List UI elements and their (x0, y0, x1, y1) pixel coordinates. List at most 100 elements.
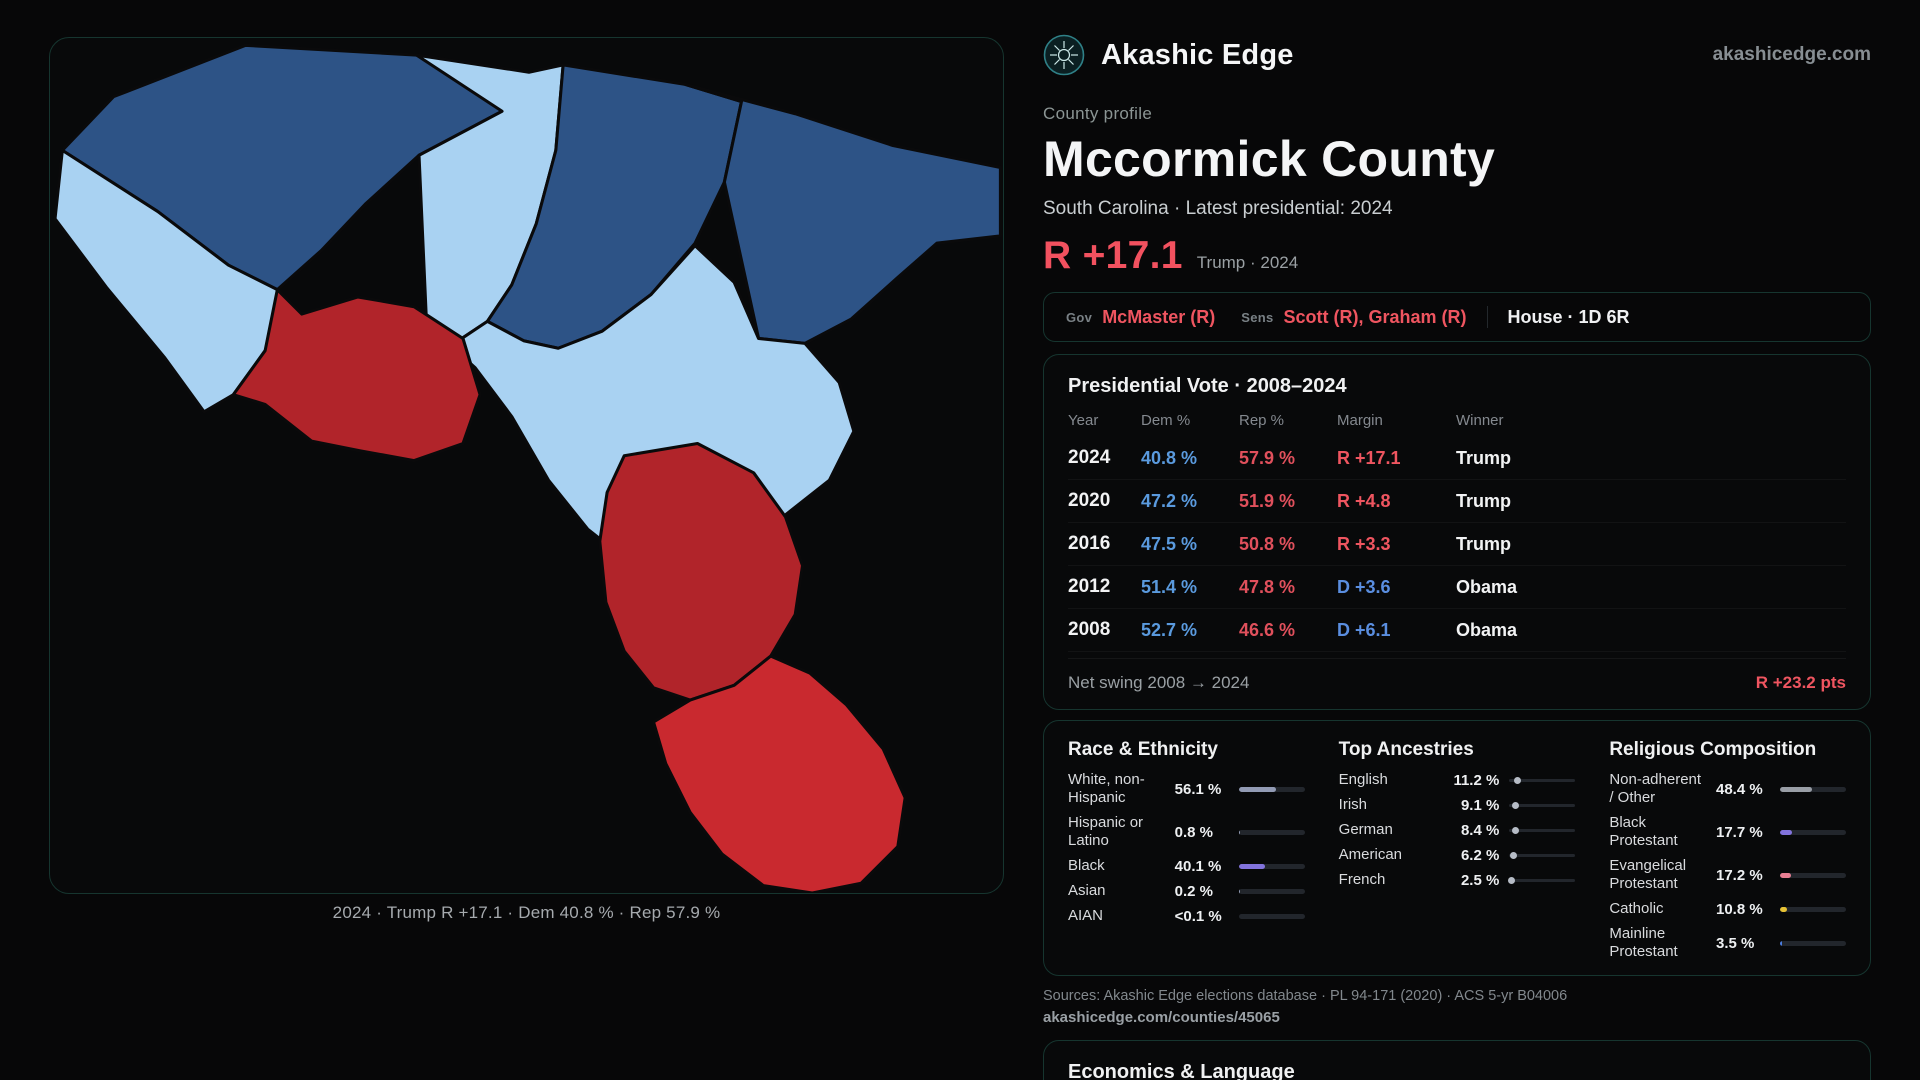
stat-row: Catholic 10.8 % (1609, 900, 1846, 918)
cell-year: 2024 (1068, 447, 1111, 468)
stat-value: 0.2 % (1174, 882, 1214, 900)
cell-rep-pct: 46.6 % (1239, 619, 1296, 640)
cell-winner: Trump (1456, 490, 1512, 511)
page-eyebrow: County profile (1043, 104, 1153, 123)
cell-margin: D +3.6 (1337, 576, 1391, 597)
brand-name: Akashic Edge (1101, 38, 1294, 71)
cell-dem-pct: 40.8 % (1141, 447, 1198, 468)
demographics-panel: Race & Ethnicity White, non-Hispanic 56.… (1043, 720, 1871, 976)
cell-margin: R +17.1 (1337, 447, 1401, 468)
stat-bar (1780, 829, 1846, 835)
site-domain-link[interactable]: akashicedge.com (1712, 44, 1871, 65)
cell-winner: Trump (1456, 447, 1512, 468)
stat-label: American (1338, 846, 1403, 863)
column-header: Dem % (1141, 412, 1191, 429)
stat-value: 17.2 % (1716, 866, 1763, 884)
economics-language-title: Economics & Language (1068, 1061, 1295, 1080)
stat-row: Irish 9.1 % (1339, 796, 1576, 814)
cell-year: 2016 (1068, 533, 1111, 554)
stat-row: English 11.2 % (1339, 771, 1576, 789)
column-header: Margin (1337, 412, 1383, 429)
stat-dot-track (1509, 776, 1576, 784)
stat-row: Asian 0.2 % (1068, 882, 1305, 900)
economics-language-panel: Economics & Language (1043, 1040, 1871, 1080)
officials-bar: Gov McMaster (R) Sens Scott (R), Graham … (1043, 292, 1871, 342)
stat-label: AIAN (1068, 907, 1104, 924)
religion-title: Religious Composition (1609, 739, 1817, 760)
stat-label: Irish (1338, 796, 1367, 813)
stat-bar (1780, 872, 1846, 878)
cell-dem-pct: 52.7 % (1141, 619, 1198, 640)
stat-value: 6.2 % (1460, 846, 1500, 864)
stat-value: 11.2 % (1453, 771, 1500, 789)
stat-dot-track (1507, 876, 1576, 884)
stat-label: German (1338, 821, 1393, 838)
cell-winner: Obama (1456, 619, 1518, 640)
county-map-panel (49, 37, 1004, 894)
site-header: Akashic Edge akashicedge.com (1043, 34, 1871, 76)
table-row: 2024 40.8 % 57.9 % R +17.1 Trump (1068, 437, 1846, 480)
cell-dem-pct: 47.2 % (1141, 490, 1198, 511)
stat-row: French 2.5 % (1339, 871, 1576, 889)
stat-value: 2.5 % (1460, 871, 1500, 889)
stat-label: Non-adherent / Other (1609, 771, 1702, 806)
cell-rep-pct: 47.8 % (1239, 576, 1296, 597)
stat-value: 10.8 % (1716, 900, 1763, 918)
stat-row: Black Protestant 17.7 % (1609, 814, 1846, 850)
table-row: 2012 51.4 % 47.8 % D +3.6 Obama (1068, 566, 1846, 609)
sources-block: Sources: Akashic Edge elections database… (1043, 988, 1871, 1026)
stat-bar (1238, 786, 1305, 792)
presidential-vote-panel: Presidential Vote · 2008–2024 Year Dem %… (1043, 354, 1871, 710)
column-header: Winner (1456, 412, 1504, 429)
profile-column: Akashic Edge akashicedge.com County prof… (1043, 0, 1871, 1080)
headline-margin-context: Trump · 2024 (1196, 253, 1299, 272)
canonical-url[interactable]: akashicedge.com/counties/45065 (1043, 1009, 1280, 1026)
stat-dot-track (1509, 801, 1576, 809)
county-shape[interactable] (683, 82, 1002, 345)
senators-value: Scott (R), Graham (R) (1283, 306, 1467, 327)
cell-winner: Trump (1456, 533, 1512, 554)
governor-label: Gov (1066, 309, 1093, 325)
race-ethnicity-title: Race & Ethnicity (1068, 739, 1218, 760)
county-shape[interactable] (652, 654, 907, 893)
stat-label: Black Protestant (1609, 814, 1678, 849)
stat-bar (1238, 863, 1305, 869)
stat-value: 40.1 % (1174, 857, 1222, 875)
cell-winner: Obama (1456, 576, 1518, 597)
stat-row: Black 40.1 % (1068, 857, 1305, 875)
stat-row: Evangelical Protestant 17.2 % (1609, 857, 1846, 893)
cell-dem-pct: 47.5 % (1141, 533, 1198, 554)
cell-rep-pct: 57.9 % (1239, 447, 1296, 468)
stat-value: 48.4 % (1716, 780, 1763, 798)
table-row: 2016 47.5 % 50.8 % R +3.3 Trump (1068, 523, 1846, 566)
stat-label: French (1338, 871, 1386, 888)
house-delegation: House · 1D 6R (1507, 306, 1630, 327)
stat-label: Black (1068, 857, 1105, 874)
cell-margin: R +4.8 (1337, 490, 1391, 511)
stat-label: Asian (1068, 882, 1106, 899)
stat-row: American 6.2 % (1339, 846, 1576, 864)
table-row: 2008 52.7 % 46.6 % D +6.1 Obama (1068, 609, 1846, 652)
stat-dot-track (1509, 851, 1576, 859)
stat-row: White, non-Hispanic 56.1 % (1068, 771, 1305, 807)
stat-bar (1780, 786, 1846, 792)
stat-bar (1780, 940, 1846, 946)
stat-row: German 8.4 % (1339, 821, 1576, 839)
stat-value: 0.8 % (1174, 823, 1214, 841)
table-row: 2020 47.2 % 51.9 % R +4.8 Trump (1068, 480, 1846, 523)
cell-rep-pct: 50.8 % (1239, 533, 1296, 554)
cell-rep-pct: 51.9 % (1239, 490, 1296, 511)
stat-row: Non-adherent / Other 48.4 % (1609, 771, 1846, 807)
stat-value: 56.1 % (1174, 780, 1222, 798)
net-swing-label: Net swing 2008 → 2024 (1068, 673, 1250, 692)
county-shape[interactable] (231, 288, 482, 463)
stat-value: <0.1 % (1174, 907, 1222, 925)
stat-label: White, non-Hispanic (1068, 771, 1145, 806)
stat-value: 17.7 % (1716, 823, 1763, 841)
divider (1486, 306, 1488, 328)
governor-value: McMaster (R) (1102, 306, 1216, 327)
county-map[interactable] (50, 38, 1003, 893)
religion-column: Religious Composition Non-adherent / Oth… (1609, 739, 1846, 961)
senators-label: Sens (1241, 309, 1274, 325)
sources-text: Sources: Akashic Edge elections database… (1043, 988, 1568, 1004)
